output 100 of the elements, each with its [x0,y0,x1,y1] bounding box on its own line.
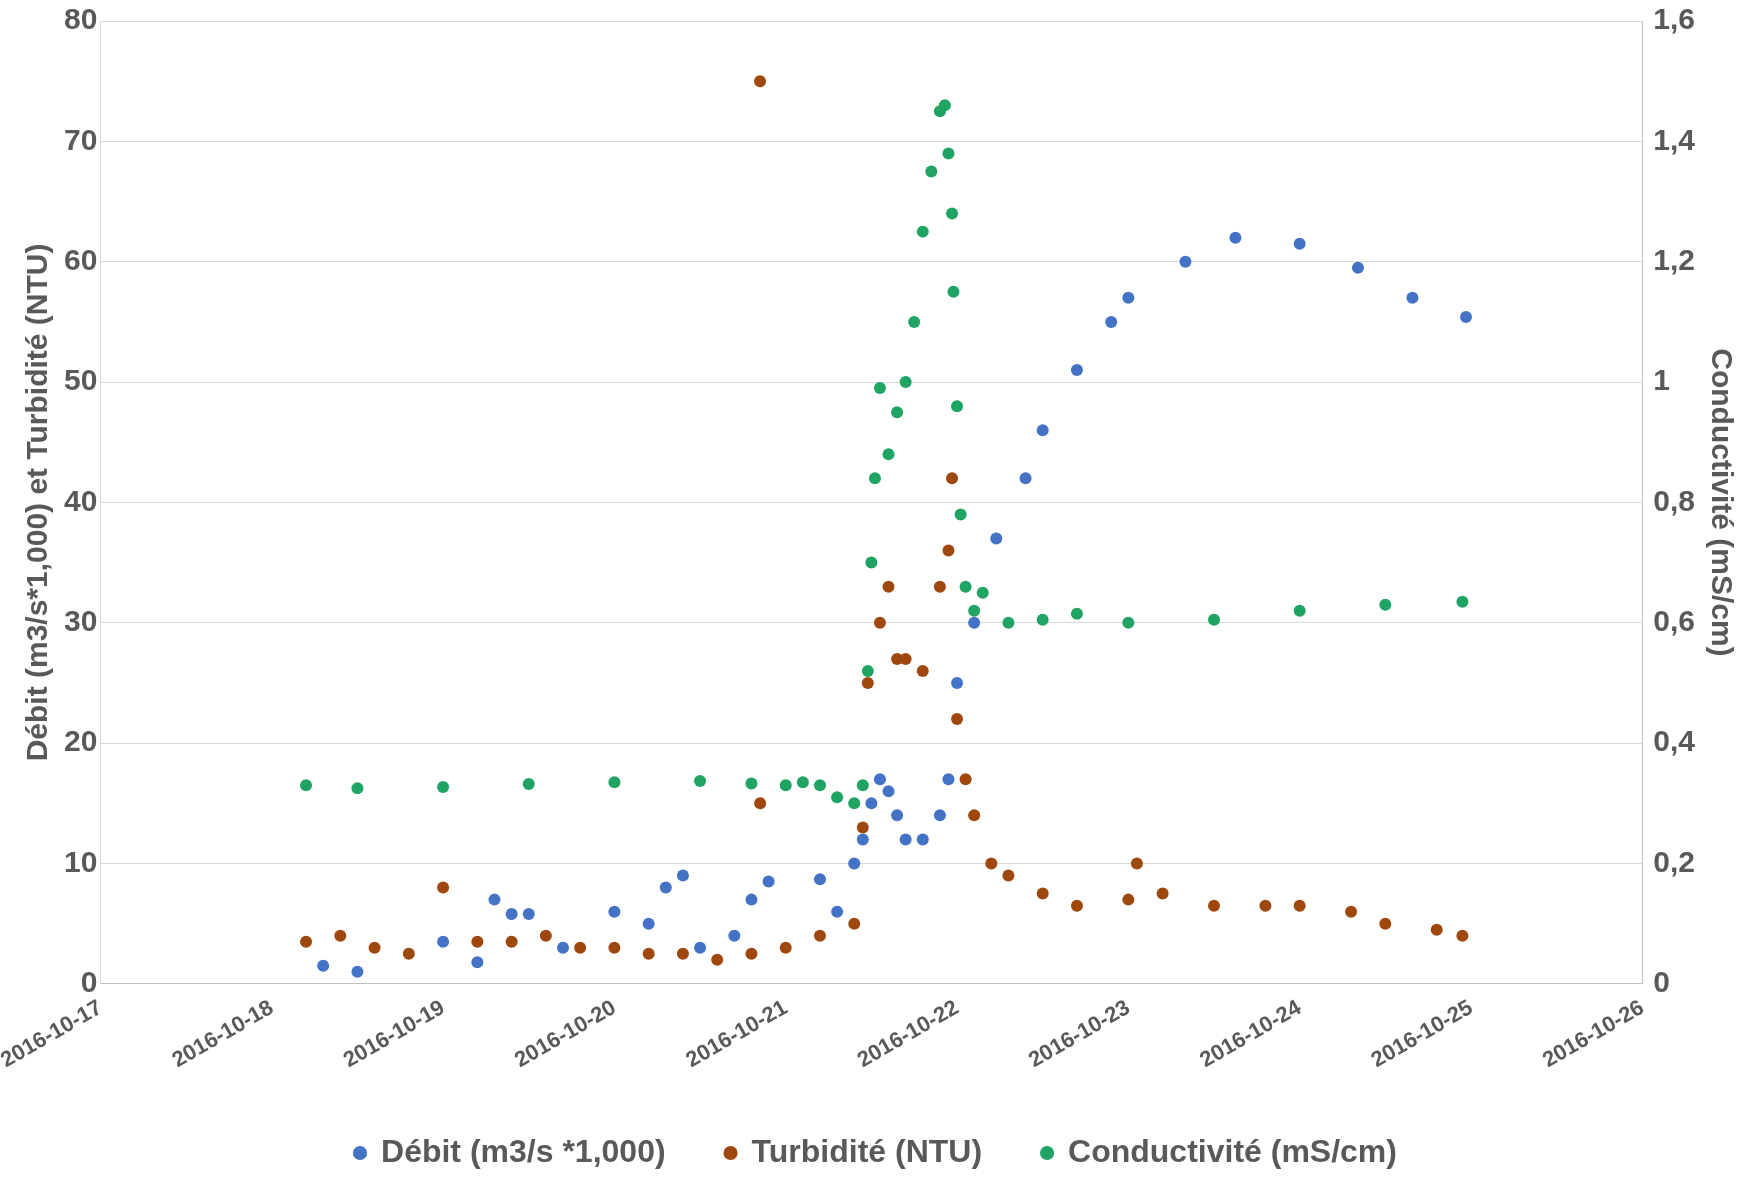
point [968,809,981,822]
point [865,556,878,569]
point [437,881,450,894]
point [608,776,621,789]
point [1179,255,1192,268]
y-tick-label: 20 [64,724,98,758]
point [954,508,967,521]
point [745,947,758,960]
point [574,941,587,954]
point [1293,604,1306,617]
point [968,604,981,617]
point [1406,291,1419,304]
point [642,917,655,930]
point [861,664,874,677]
point [916,225,929,238]
point [779,941,792,954]
point [933,580,946,593]
point [745,893,758,906]
point [728,929,741,942]
point [1456,595,1469,608]
point [754,797,767,810]
point [882,785,895,798]
point [1208,899,1221,912]
point [873,773,886,786]
point [368,941,381,954]
point [1070,607,1083,620]
point [868,472,881,485]
legend-label: Conductivité (mS/cm) [1068,1132,1397,1169]
y2-tick-label: 0,8 [1653,483,1696,517]
point [608,941,621,954]
point [745,777,758,790]
point [1345,905,1358,918]
y2-tick-label: 0,2 [1653,844,1696,878]
point [351,965,364,978]
point [925,165,938,178]
point [951,713,964,726]
point [891,809,904,822]
point [762,875,775,888]
legend-label: Débit (m3/s *1,000) [381,1132,666,1169]
point [942,544,955,557]
y2-tick-label: 0,6 [1653,604,1696,638]
point [990,532,1003,545]
y-axis-title: Débit (m3/s*1,000) et Turbidité (NTU) [20,243,54,762]
point [959,773,972,786]
point [882,448,895,461]
point [813,779,826,792]
y2-tick-label: 1,2 [1653,242,1696,276]
y2-tick-label: 0 [1653,965,1670,999]
y2-tick-label: 0,4 [1653,724,1696,758]
point [968,616,981,629]
point [873,382,886,395]
y-tick-label: 60 [64,242,98,276]
point [891,406,904,419]
point [856,779,869,792]
y-tick-label: 80 [64,2,98,36]
point [402,947,415,960]
y-tick-label: 0 [80,965,98,999]
point [539,929,552,942]
point [317,959,330,972]
point [856,821,869,834]
point [1122,893,1135,906]
point [933,809,946,822]
point [947,285,960,298]
point [942,147,955,160]
point [951,400,964,413]
point [694,941,707,954]
point [779,779,792,792]
point [608,905,621,918]
point [1379,917,1392,930]
point [1036,613,1049,626]
y2-tick-label: 1,4 [1653,122,1696,156]
point [488,893,501,906]
y-tick-label: 50 [64,363,98,397]
point [899,833,912,846]
point [676,869,689,882]
point [985,857,998,870]
point [1070,364,1083,377]
point [1456,929,1469,942]
y2-axis-title: Conductivité (mS/cm) [1705,348,1739,657]
point [1351,261,1364,274]
point [976,586,989,599]
point [659,881,672,894]
point [694,775,707,788]
point [471,956,484,969]
point [334,929,347,942]
point [1002,869,1015,882]
point [813,873,826,886]
point [1105,315,1118,328]
y-tick-label: 70 [64,122,98,156]
point [522,778,535,791]
point [916,664,929,677]
point [1156,887,1169,900]
y-tick-label: 30 [64,604,98,638]
point [1036,887,1049,900]
point [796,776,809,789]
point [1019,472,1032,485]
point [861,676,874,689]
point [848,797,861,810]
point [1122,291,1135,304]
point [711,953,724,966]
